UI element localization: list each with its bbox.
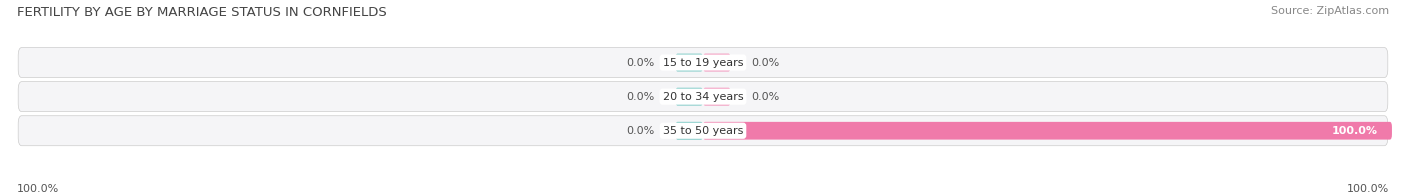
- Text: 0.0%: 0.0%: [627, 126, 655, 136]
- FancyBboxPatch shape: [675, 88, 703, 105]
- FancyBboxPatch shape: [703, 122, 1392, 140]
- Text: 0.0%: 0.0%: [751, 92, 779, 102]
- FancyBboxPatch shape: [18, 82, 1388, 112]
- Text: 0.0%: 0.0%: [751, 58, 779, 68]
- Text: 100.0%: 100.0%: [17, 184, 59, 194]
- FancyBboxPatch shape: [703, 54, 731, 71]
- Text: Source: ZipAtlas.com: Source: ZipAtlas.com: [1271, 6, 1389, 16]
- FancyBboxPatch shape: [675, 54, 703, 71]
- FancyBboxPatch shape: [18, 116, 1388, 146]
- Text: 100.0%: 100.0%: [1347, 184, 1389, 194]
- Text: 0.0%: 0.0%: [627, 58, 655, 68]
- FancyBboxPatch shape: [18, 48, 1388, 78]
- Text: 15 to 19 years: 15 to 19 years: [662, 58, 744, 68]
- Text: 0.0%: 0.0%: [627, 92, 655, 102]
- Text: FERTILITY BY AGE BY MARRIAGE STATUS IN CORNFIELDS: FERTILITY BY AGE BY MARRIAGE STATUS IN C…: [17, 6, 387, 19]
- FancyBboxPatch shape: [675, 122, 703, 140]
- Text: 100.0%: 100.0%: [1331, 126, 1378, 136]
- Text: 35 to 50 years: 35 to 50 years: [662, 126, 744, 136]
- FancyBboxPatch shape: [703, 88, 731, 105]
- Text: 20 to 34 years: 20 to 34 years: [662, 92, 744, 102]
